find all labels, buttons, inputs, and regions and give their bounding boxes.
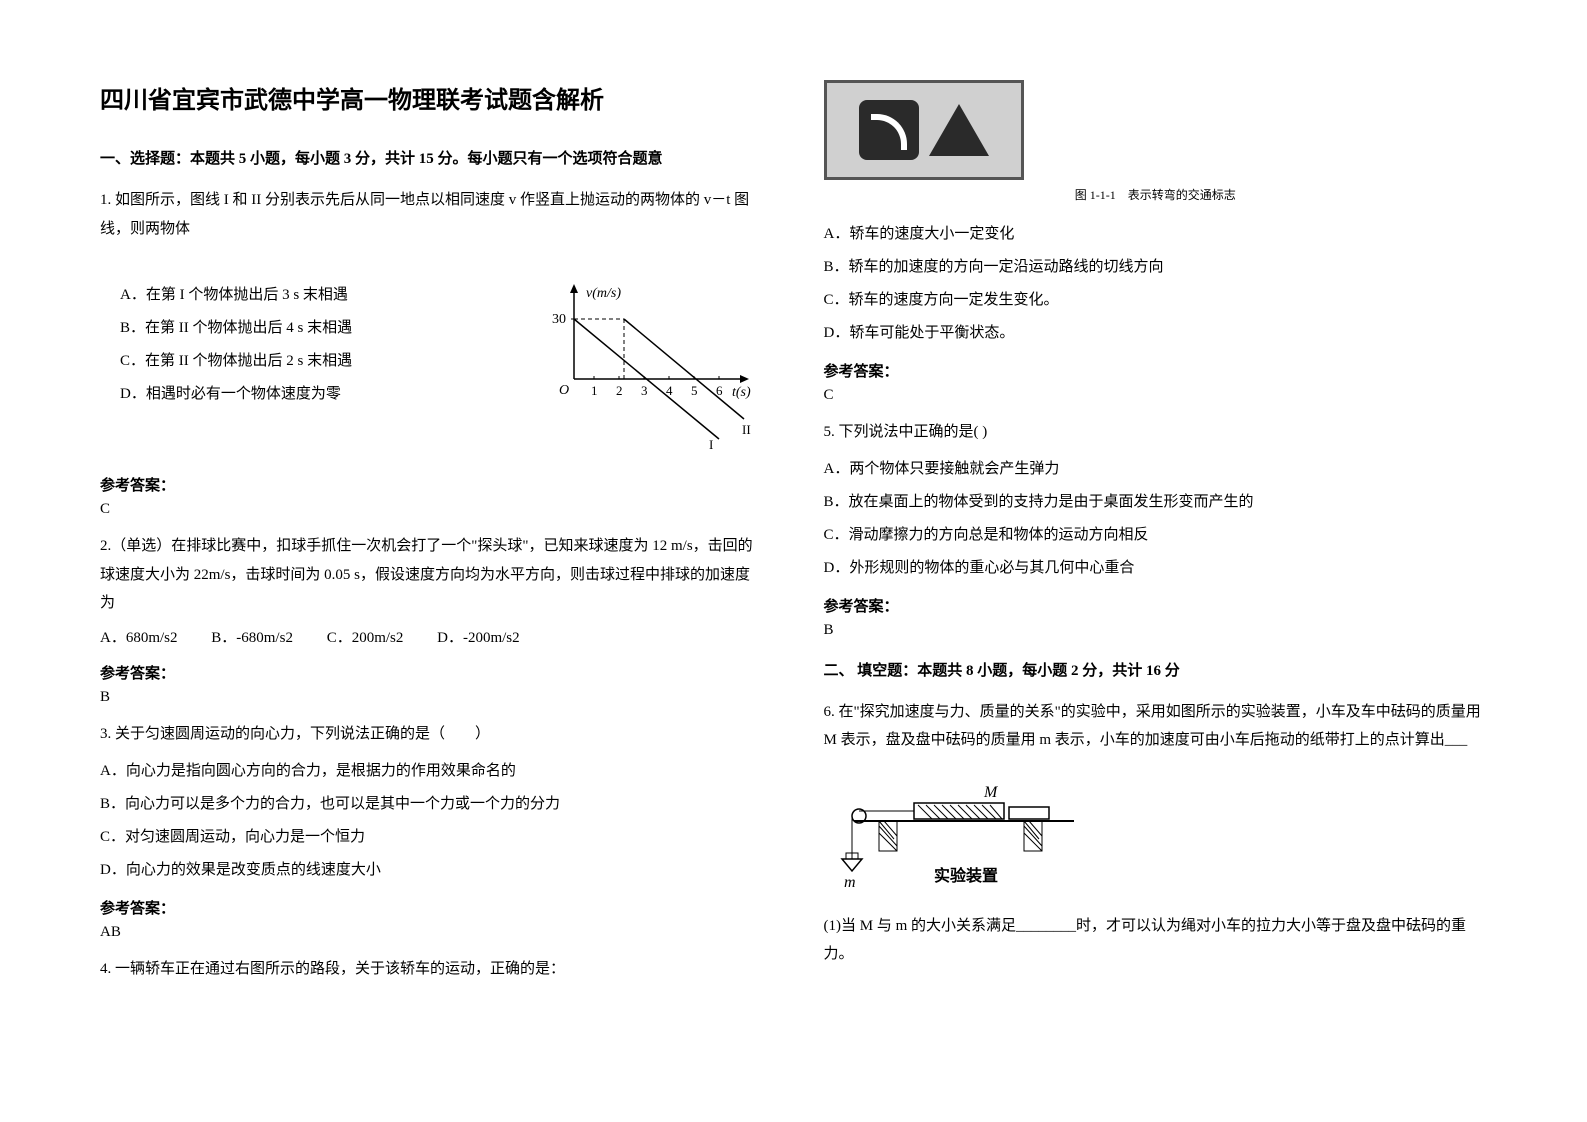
q3-optD: D．向心力的效果是改变质点的线速度大小 [100, 854, 764, 887]
section2-header: 二、 填空题：本题共 8 小题，每小题 2 分，共计 16 分 [824, 659, 1488, 680]
label-M: M [983, 784, 999, 801]
q1-optB: B．在第 II 个物体抛出后 4 s 末相遇 [100, 312, 524, 345]
q1-body: A．在第 I 个物体抛出后 3 s 末相遇 B．在第 II 个物体抛出后 4 s… [100, 249, 764, 464]
xtick-1: 1 [591, 383, 598, 398]
q2-answer-label: 参考答案： [100, 662, 764, 683]
exp-caption: 实验装置 [934, 866, 998, 885]
q1-answer: C [100, 501, 764, 518]
q2-options: A．680m/s2 B．-680m/s2 C．200m/s2 D．-200m/s… [100, 624, 764, 653]
q6-sub1: (1)当 M 与 m 的大小关系满足________时，才可以认为绳对小车的拉力… [824, 912, 1488, 969]
q3-prompt: 3. 关于匀速圆周运动的向心力，下列说法正确的是（ ） [100, 720, 764, 749]
ytick-30: 30 [552, 312, 566, 327]
q1-options: A．在第 I 个物体抛出后 3 s 末相遇 B．在第 II 个物体抛出后 4 s… [100, 249, 524, 464]
vt-graph-icon: v(m/s) 30 1 2 3 4 5 6 O t(s) [544, 279, 764, 459]
q1-answer-label: 参考答案： [100, 474, 764, 495]
q3-optA: A．向心力是指向圆心方向的合力，是根据力的作用效果命名的 [100, 755, 764, 788]
q4-answer-label: 参考答案： [824, 360, 1488, 381]
xlabel: t(s) [732, 385, 751, 400]
experiment-apparatus-icon: M m 实验装置 [824, 771, 1084, 891]
q2-optD: D．-200m/s2 [437, 630, 520, 646]
q4-optA: A．轿车的速度大小一定变化 [824, 218, 1488, 251]
left-column: 四川省宜宾市武德中学高一物理联考试题含解析 一、选择题：本题共 5 小题，每小题… [100, 80, 764, 1042]
q5-optA: A．两个物体只要接触就会产生弹力 [824, 453, 1488, 486]
q2-answer: B [100, 689, 764, 706]
q2-optC: C．200m/s2 [327, 630, 404, 646]
q5-answer-label: 参考答案： [824, 595, 1488, 616]
q2-optB: B．-680m/s2 [211, 630, 293, 646]
q3-optC: C．对匀速圆周运动，向心力是一个恒力 [100, 821, 764, 854]
q1-chart: v(m/s) 30 1 2 3 4 5 6 O t(s) [544, 279, 764, 464]
section1-header: 一、选择题：本题共 5 小题，每小题 3 分，共计 15 分。每小题只有一个选项… [100, 147, 764, 168]
xtick-2: 2 [616, 383, 623, 398]
q4-optB: B．轿车的加速度的方向一定沿运动路线的切线方向 [824, 251, 1488, 284]
q4-sign-caption: 图 1-1-1 表示转弯的交通标志 [824, 186, 1488, 203]
q5-optB: B．放在桌面上的物体受到的支持力是由于桌面发生形变而产生的 [824, 486, 1488, 519]
right-column: 图 1-1-1 表示转弯的交通标志 A．轿车的速度大小一定变化 B．轿车的加速度… [824, 80, 1488, 1042]
q3-answer: AB [100, 924, 764, 941]
q5-prompt: 5. 下列说法中正确的是( ) [824, 418, 1488, 447]
q3-optB: B．向心力可以是多个力的合力，也可以是其中一个力或一个力的分力 [100, 788, 764, 821]
q2-optA: A．680m/s2 [100, 630, 178, 646]
q1-optD: D．相遇时必有一个物体速度为零 [100, 378, 524, 411]
turn-arrow-icon [859, 100, 919, 160]
q4-prompt: 4. 一辆轿车正在通过右图所示的路段，关于该轿车的运动，正确的是： [100, 955, 764, 984]
q6-figure: M m 实验装置 [824, 771, 1488, 896]
xtick-3: 3 [641, 383, 648, 398]
q3-answer-label: 参考答案： [100, 897, 764, 918]
q5-optC: C．滑动摩擦力的方向总是和物体的运动方向相反 [824, 519, 1488, 552]
q2-prompt: 2.（单选）在排球比赛中，扣球手抓住一次机会打了一个"探头球"，已知来球速度为 … [100, 532, 764, 618]
q1-optC: C．在第 II 个物体抛出后 2 s 末相遇 [100, 345, 524, 378]
warning-triangle-icon [929, 104, 989, 156]
q5-answer: B [824, 622, 1488, 639]
line2-label: II [742, 422, 751, 437]
label-m: m [844, 874, 856, 891]
q4-optD: D．轿车可能处于平衡状态。 [824, 317, 1488, 350]
traffic-sign-icon [824, 80, 1024, 180]
line1-label: I [709, 437, 713, 452]
q1-prompt: 1. 如图所示，图线 I 和 II 分别表示先后从同一地点以相同速度 v 作竖直… [100, 186, 764, 243]
q1-optA: A．在第 I 个物体抛出后 3 s 末相遇 [100, 279, 524, 312]
page-title: 四川省宜宾市武德中学高一物理联考试题含解析 [100, 80, 764, 115]
q4-answer: C [824, 387, 1488, 404]
origin-label: O [559, 383, 569, 398]
q6-prompt: 6. 在"探究加速度与力、质量的关系"的实验中，采用如图所示的实验装置，小车及车… [824, 698, 1488, 755]
xtick-5: 5 [691, 383, 698, 398]
ylabel: v(m/s) [586, 286, 621, 301]
q4-figure: 图 1-1-1 表示转弯的交通标志 [824, 80, 1488, 218]
q5-optD: D．外形规则的物体的重心必与其几何中心重合 [824, 552, 1488, 585]
q4-optC: C．轿车的速度方向一定发生变化。 [824, 284, 1488, 317]
